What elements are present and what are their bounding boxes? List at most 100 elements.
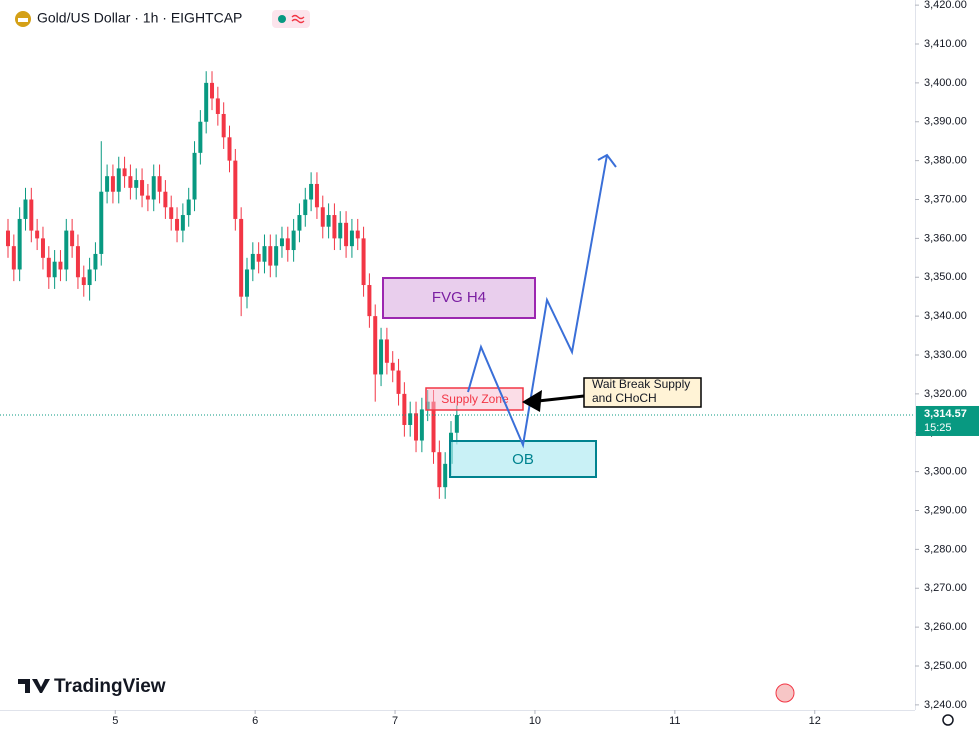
candle-body [274, 246, 279, 266]
x-tick-label: 6 [252, 715, 258, 727]
status-badge [272, 10, 310, 28]
y-tick-label: 3,270.00 [924, 582, 967, 594]
candle-body [367, 285, 372, 317]
candle-body [75, 246, 80, 278]
candle-body [198, 121, 203, 153]
candle-body [140, 180, 145, 196]
x-tick-label: 10 [529, 715, 541, 727]
candle-body [81, 277, 86, 286]
note-arrow [537, 394, 585, 403]
candle-body [5, 230, 10, 247]
candle-body [268, 246, 273, 266]
watermark: TradingView [54, 676, 166, 697]
candle-body [40, 238, 45, 258]
candle-body [11, 246, 16, 270]
candle-body [443, 463, 448, 488]
status-dot [278, 15, 286, 23]
candle-body [408, 413, 413, 425]
candle-body [338, 222, 343, 239]
candle-body [390, 362, 395, 371]
candle-body [344, 222, 349, 247]
candle-body [210, 82, 215, 99]
candle-body [244, 269, 249, 297]
candle-body [180, 215, 185, 231]
supply-label: Supply Zone [441, 392, 509, 406]
candle-body [105, 176, 110, 192]
candle-body [145, 195, 150, 200]
note-arrowhead [522, 390, 542, 412]
candle-body [309, 183, 314, 200]
candle-body [379, 339, 384, 375]
candle-body [23, 199, 28, 219]
y-tick-label: 3,280.00 [924, 543, 967, 555]
candle-body [157, 176, 162, 192]
candle-body [233, 160, 238, 219]
candle-body [215, 98, 220, 114]
candle-body [239, 218, 244, 297]
candle-body [17, 218, 22, 270]
candle-body [134, 180, 139, 188]
candle-body [355, 230, 360, 239]
status-icon [291, 14, 305, 24]
note-line: Wait Break Supply [592, 377, 690, 391]
candle-body [361, 238, 366, 286]
countdown-label: 15:25 [924, 422, 952, 434]
y-tick-label: 3,410.00 [924, 38, 967, 50]
candle-body [250, 253, 255, 270]
candle-body [35, 230, 40, 239]
supply-zone [425, 387, 524, 411]
candle-body [52, 261, 57, 278]
candle-body [291, 230, 296, 251]
x-tick-label: 11 [669, 715, 680, 727]
y-tick-label: 3,320.00 [924, 388, 967, 400]
candle-body [279, 238, 284, 247]
candle-body [402, 393, 407, 425]
candle-body [221, 113, 226, 138]
y-tick-label: 3,260.00 [924, 621, 967, 633]
candle-body [373, 316, 378, 375]
candle-body [437, 452, 442, 488]
candle-body [64, 230, 69, 270]
candle-body [320, 207, 325, 227]
y-tick-label: 3,390.00 [924, 116, 967, 128]
candle-body [175, 218, 180, 231]
candle-body [151, 176, 156, 200]
candle-body [256, 253, 261, 262]
candle-body [414, 413, 419, 441]
last-price-label: 3,314.57 [924, 408, 967, 420]
candle-body [349, 230, 354, 247]
candle-body [128, 176, 133, 188]
y-tick-label: 3,240.00 [924, 699, 967, 711]
y-tick-label: 3,250.00 [924, 660, 967, 672]
candle-body [70, 230, 75, 247]
candle-body [227, 137, 232, 161]
note-line: and CHoCH [592, 391, 657, 405]
x-tick-label: 12 [809, 715, 821, 727]
settings-icon[interactable] [942, 714, 954, 726]
candle-body [110, 176, 115, 192]
candle-body [384, 339, 389, 363]
last-price-box [916, 405, 979, 436]
x-tick-label: 7 [392, 715, 398, 727]
candle-body [192, 152, 197, 200]
candle-body [93, 253, 98, 270]
candle-body [99, 191, 104, 254]
projection-arrowhead [597, 153, 617, 168]
y-tick-label: 3,360.00 [924, 232, 967, 244]
candle-body [431, 401, 436, 453]
projection-path [467, 154, 608, 449]
candle-body [29, 199, 34, 231]
ob-label: OB [512, 451, 534, 468]
candle-body [454, 414, 459, 433]
candles [5, 71, 459, 499]
y-tick-label: 3,340.00 [924, 310, 967, 322]
y-tick-label: 3,380.00 [924, 155, 967, 167]
candle-body [326, 215, 331, 227]
note-box [583, 377, 702, 408]
y-tick-label: 3,370.00 [924, 193, 967, 205]
candle-body [163, 191, 168, 208]
x-tick-label: 5 [112, 715, 118, 727]
chart-title: Gold/US Dollar · 1h · EIGHTCAP [37, 10, 242, 26]
candle-body [116, 168, 121, 192]
